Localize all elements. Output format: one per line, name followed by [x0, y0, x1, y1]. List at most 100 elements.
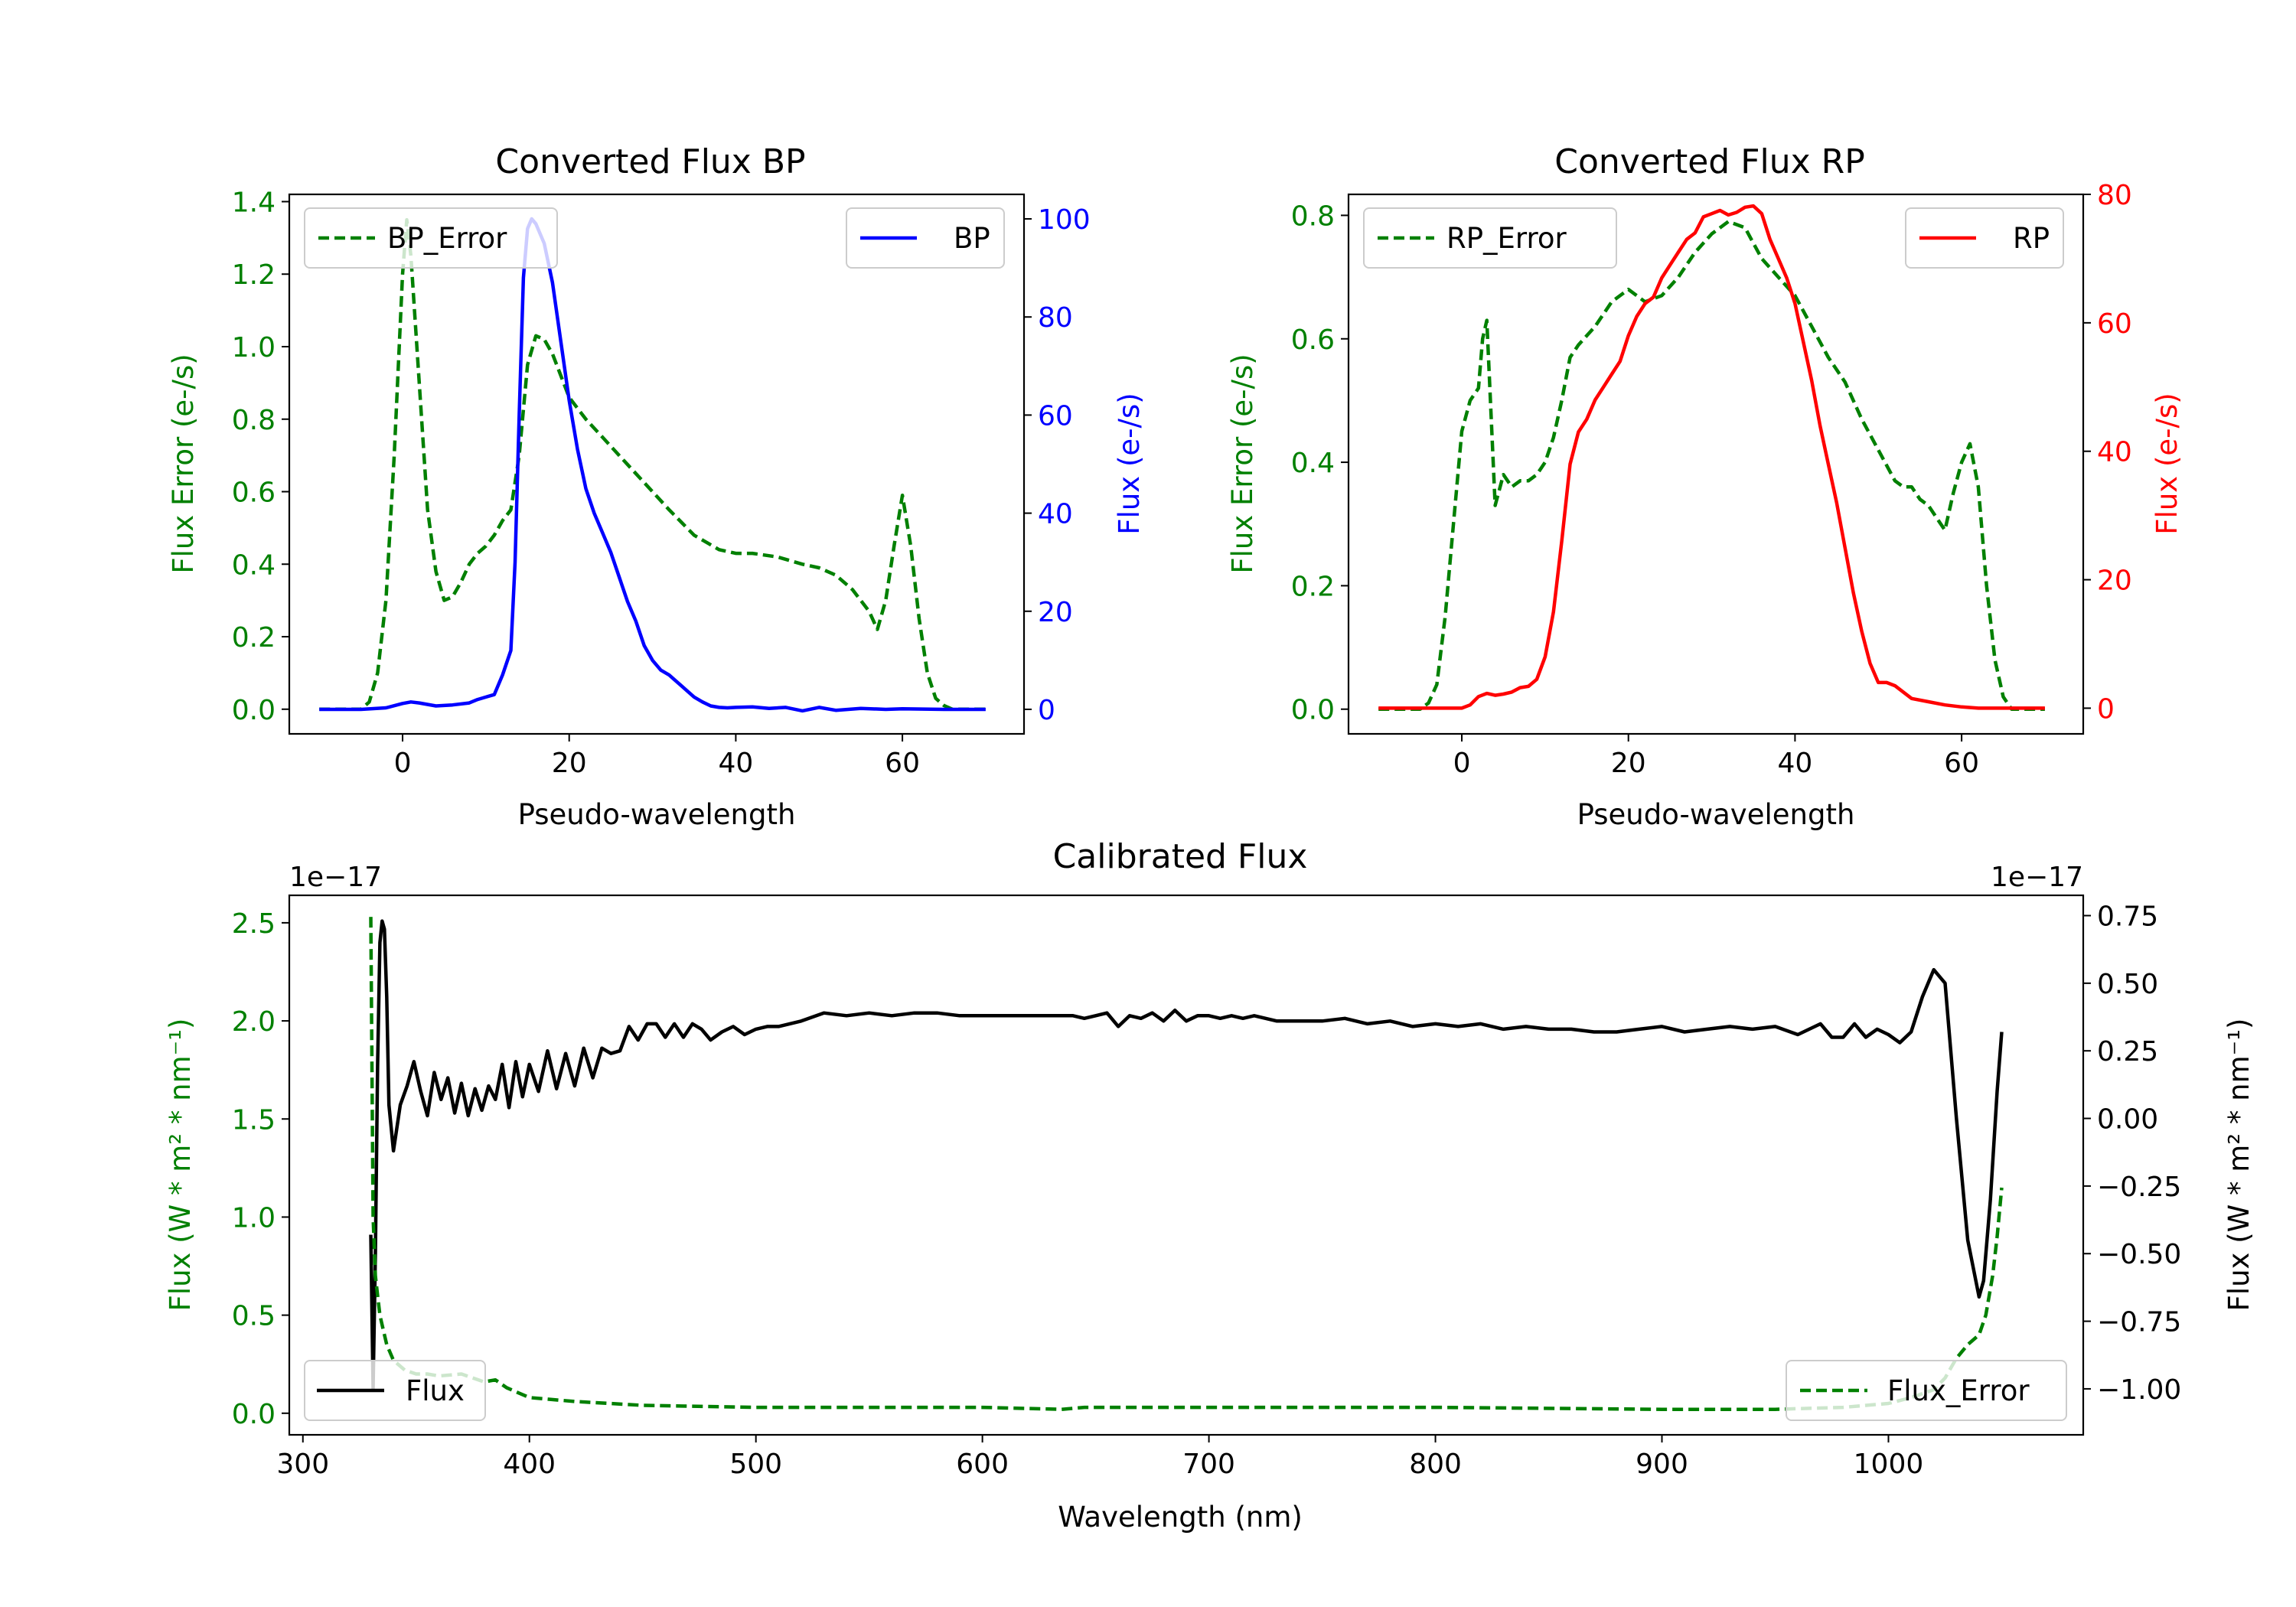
bp-left-y-axis-label: Flux Error (e-/s)	[167, 354, 200, 573]
calibrated-panel: Calibrated Flux 1e−17 1e−17 300 400 500 600…	[164, 837, 2255, 1534]
bp-x-axis-label: Pseudo-wavelength	[518, 798, 796, 831]
rp-left-y-tick-label: 0.2	[1291, 571, 1335, 602]
calibrated-right-y-axis: −1.00 −0.75 −0.50 −0.25 0.00 0.25 0.50 0.75	[2083, 901, 2181, 1406]
calibrated-right-offset: 1e−17	[1991, 862, 2083, 893]
calibrated-title: Calibrated Flux	[1053, 837, 1308, 876]
bp-plot-frame	[288, 193, 1026, 735]
bp-right-y-tick-label: 60	[1038, 400, 1073, 432]
calibrated-plot-frame	[288, 894, 2085, 1436]
bp-legend-label: BP	[954, 222, 990, 255]
calibrated-series-flux-line	[369, 919, 2004, 1391]
rp-left-y-tick-label: 0.0	[1291, 695, 1335, 726]
calibrated-right-y-tick-label: −1.00	[2097, 1374, 2181, 1406]
bp-x-tick-label: 20	[552, 748, 587, 779]
rp-title: Converted Flux RP	[1554, 142, 1865, 181]
calibrated-x-tick-label: 600	[956, 1449, 1009, 1480]
rp-plot-frame	[1347, 193, 2085, 735]
calibrated-right-y-tick-label: 0.00	[2097, 1104, 2158, 1136]
calibrated-left-y-axis-label: Flux (W * m² * nm⁻¹)	[164, 1019, 197, 1312]
rp-legend-label: RP	[2013, 222, 2050, 255]
bp-left-y-tick-label: 0.6	[232, 478, 276, 509]
bp-left-y-tick-label: 0.0	[232, 695, 276, 726]
bp-x-axis: 0 20 40 60	[394, 734, 920, 779]
bp-left-y-tick-label: 0.2	[232, 622, 276, 654]
calibrated-left-y-tick-label: 0.0	[232, 1399, 276, 1430]
calibrated-right-y-tick-label: 0.50	[2097, 969, 2158, 1000]
calibrated-x-tick-label: 400	[503, 1449, 556, 1480]
bp-right-y-tick-label: 100	[1038, 204, 1091, 236]
bp-right-y-tick-label: 40	[1038, 499, 1073, 530]
bp-series-bp-line	[319, 217, 986, 713]
calibrated-x-tick-label: 1000	[1854, 1449, 1924, 1480]
calibrated-x-tick-label: 500	[729, 1449, 782, 1480]
flux-error-legend-box	[1786, 1360, 2067, 1421]
calibrated-x-tick-label: 300	[276, 1449, 329, 1480]
rp-x-tick-label: 20	[1611, 748, 1646, 779]
bp-left-y-tick-label: 0.4	[232, 549, 276, 581]
calibrated-x-axis-label: Wavelength (nm)	[1058, 1501, 1303, 1534]
bp-right-y-tick-label: 20	[1038, 597, 1073, 628]
calibrated-x-tick-label: 800	[1409, 1449, 1462, 1480]
rp-left-y-axis-label: Flux Error (e-/s)	[1226, 354, 1259, 573]
rp-error-legend[interactable]: RP_Error	[1363, 207, 1617, 269]
calibrated-left-offset: 1e−17	[289, 862, 382, 893]
rp-left-y-tick-label: 0.6	[1291, 324, 1335, 356]
calibrated-x-tick-label: 900	[1636, 1449, 1688, 1480]
flux-error-legend-label: Flux_Error	[1887, 1374, 2030, 1407]
flux-legend[interactable]: Flux	[304, 1360, 486, 1421]
rp-x-tick-label: 40	[1777, 748, 1812, 779]
bp-legend-box	[846, 207, 1005, 269]
calibrated-right-y-tick-label: −0.50	[2097, 1239, 2181, 1270]
calibrated-left-y-tick-label: 2.0	[232, 1006, 276, 1038]
rp-legend[interactable]: RP	[1905, 207, 2064, 269]
rp-right-y-tick-label: 60	[2097, 308, 2132, 340]
rp-series-rp-error-line	[1378, 220, 2045, 711]
bp-error-legend[interactable]: BP_Error	[304, 207, 558, 269]
bp-title: Converted Flux BP	[495, 142, 805, 181]
rp-left-y-tick-label: 0.8	[1291, 200, 1335, 232]
calibrated-x-tick-label: 700	[1182, 1449, 1235, 1480]
calibrated-right-y-axis-label: Flux (W * m² * nm⁻¹)	[2223, 1019, 2255, 1312]
bp-left-y-tick-label: 1.0	[232, 332, 276, 363]
rp-panel: Converted Flux RP 0 20 40 60 0.0 0.2 0.4 0.6 0.…	[1226, 142, 2183, 831]
bp-series-layer	[319, 217, 986, 713]
bp-error-legend-box	[304, 207, 558, 269]
rp-right-y-axis: 0 20 40 60 80	[2083, 180, 2132, 725]
bp-right-y-axis-label: Flux (e-/s)	[1113, 393, 1146, 534]
calibrated-right-y-tick-label: 0.75	[2097, 901, 2158, 933]
bp-error-legend-label: BP_Error	[387, 222, 507, 255]
bp-left-y-tick-label: 1.2	[232, 259, 276, 291]
rp-error-legend-label: RP_Error	[1446, 222, 1567, 255]
calibrated-left-y-tick-label: 0.5	[232, 1301, 276, 1332]
rp-right-y-axis-label: Flux (e-/s)	[2151, 393, 2183, 534]
bp-panel: Converted Flux BP 0 20 40 60 0.0 0.2 0.4 0.6 0.…	[167, 142, 1146, 831]
calibrated-series-layer	[369, 917, 2004, 1411]
bp-right-y-tick-label: 80	[1038, 302, 1073, 334]
calibrated-left-y-tick-label: 1.0	[232, 1202, 276, 1234]
bp-right-y-tick-label: 0	[1038, 695, 1055, 726]
bp-x-tick-label: 0	[394, 748, 412, 779]
rp-right-y-tick-label: 20	[2097, 566, 2132, 597]
flux-error-legend[interactable]: Flux_Error	[1786, 1360, 2067, 1421]
rp-right-y-tick-label: 0	[2097, 693, 2115, 725]
bp-series-bp-error-line	[319, 217, 986, 712]
rp-x-tick-label: 0	[1453, 748, 1471, 779]
calibrated-right-y-tick-label: 0.25	[2097, 1036, 2158, 1068]
calibrated-left-y-tick-label: 2.5	[232, 908, 276, 940]
rp-right-y-tick-label: 80	[2097, 180, 2132, 211]
bp-left-y-tick-label: 0.8	[232, 405, 276, 436]
bp-x-tick-label: 60	[885, 748, 920, 779]
bp-legend[interactable]: BP	[846, 207, 1005, 269]
rp-x-tick-label: 60	[1944, 748, 1979, 779]
rp-series-layer	[1378, 204, 2045, 711]
calibrated-series-flux-error-line	[369, 917, 2004, 1411]
rp-x-axis: 0 20 40 60	[1453, 734, 1979, 779]
rp-left-y-tick-label: 0.4	[1291, 448, 1335, 479]
rp-right-y-tick-label: 40	[2097, 437, 2132, 468]
rp-x-axis-label: Pseudo-wavelength	[1577, 798, 1855, 831]
calibrated-right-y-tick-label: −0.25	[2097, 1172, 2181, 1203]
rp-error-legend-box	[1363, 207, 1617, 269]
calibrated-right-y-tick-label: −0.75	[2097, 1307, 2181, 1338]
rp-series-rp-line	[1378, 204, 2045, 710]
